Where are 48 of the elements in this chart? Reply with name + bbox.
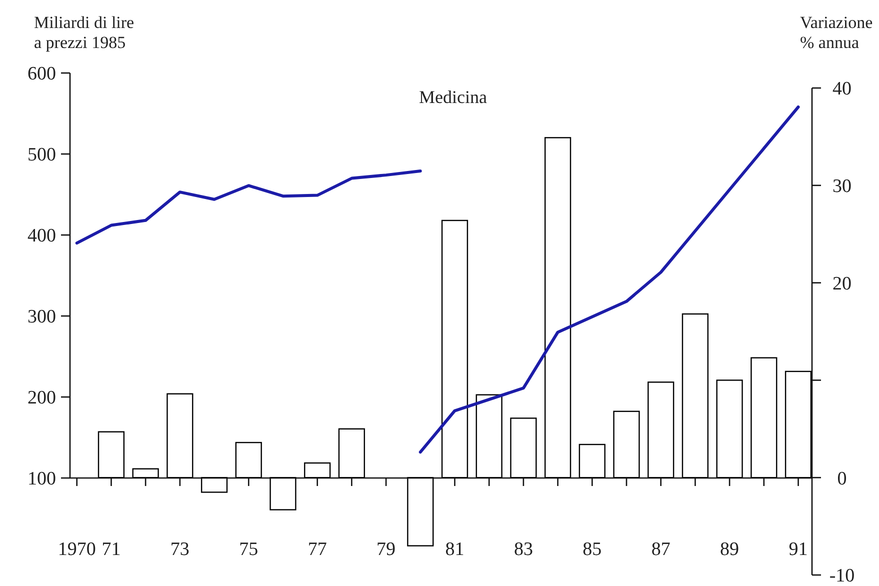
y-tick-label: 200 (28, 388, 56, 409)
bar (166, 393, 194, 478)
bar (407, 477, 434, 546)
x-tick-label: 79 (376, 539, 396, 560)
x-tick-label: 83 (514, 539, 533, 560)
y-tick-label: 400 (28, 226, 56, 247)
y2-axis-title: Variazione % annua (800, 13, 873, 52)
y-tick-label: 600 (28, 64, 56, 85)
bar (613, 410, 640, 478)
x-tick-label: 81 (445, 539, 464, 560)
bar (98, 431, 125, 478)
bar (338, 428, 365, 478)
bar (132, 468, 159, 478)
bar (784, 370, 812, 478)
bar (476, 394, 502, 478)
bar (544, 137, 572, 478)
x-tick-label: 1970 (58, 539, 96, 560)
y-tick-label: 300 (28, 306, 56, 328)
bar (578, 444, 606, 478)
bar (304, 462, 331, 478)
y-axis-title: Miliardi di lire a prezzi 1985 (34, 13, 134, 52)
bar (270, 477, 296, 510)
x-tick-label: 71 (102, 539, 121, 560)
x-tick-label: 91 (788, 539, 808, 560)
bar (750, 357, 778, 478)
bar (648, 382, 674, 478)
x-tick-label: 75 (239, 539, 258, 560)
x-tick-label: 77 (308, 539, 327, 560)
text: Medicina (419, 87, 487, 107)
y2-tick-label: -10 (829, 566, 855, 586)
x-tick-label: 89 (720, 539, 740, 560)
bar (235, 442, 262, 478)
bar (441, 220, 468, 478)
bar (682, 313, 709, 478)
y-tick-label: 500 (28, 144, 56, 166)
y-tick-label: 100 (28, 468, 56, 490)
bar (510, 418, 537, 478)
y2-tick-label: 30 (832, 176, 852, 198)
y2-tick-label: 20 (832, 273, 852, 294)
y2-tick-label: 0 (837, 468, 847, 490)
x-tick-label: 85 (582, 539, 602, 560)
line-series (75, 170, 422, 245)
bar (200, 477, 228, 493)
x-tick-label: 73 (170, 539, 190, 560)
y2-tick-label: 40 (832, 78, 852, 100)
x-tick-label: 87 (651, 539, 670, 560)
line-series (418, 106, 800, 454)
bar (716, 380, 743, 478)
